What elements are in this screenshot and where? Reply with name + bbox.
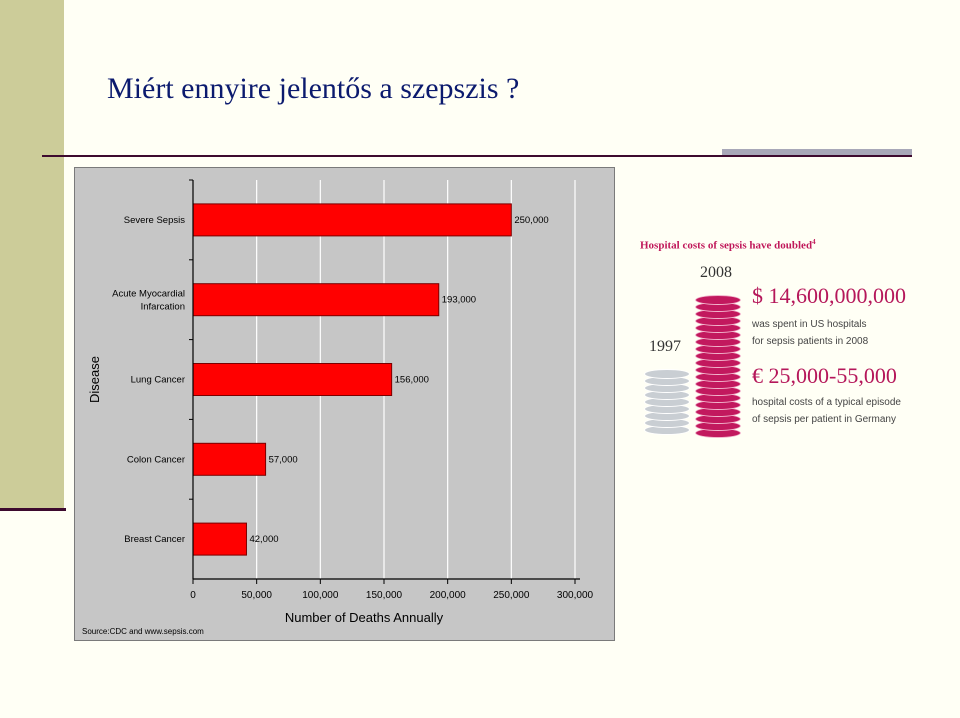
bar-chart-svg: 0 50,000 100,000 150,000 200,000 250,000 300,0… <box>82 179 605 636</box>
bar <box>192 363 393 396</box>
title-rule-accent <box>722 149 912 156</box>
x-tick-label: 150,000 <box>366 590 403 601</box>
y-axis-title: Disease <box>87 356 102 403</box>
hospital-costs-infographic: Hospital costs of sepsis have doubled4 1… <box>634 232 934 442</box>
coin-stack-1997-icon <box>644 367 690 437</box>
data-label: 42,000 <box>249 534 278 545</box>
infographic-title: Hospital costs of sepsis have doubled4 <box>640 238 816 252</box>
de-cost-text-2: of sepsis per patient in Germany <box>752 414 896 425</box>
x-tick-label: 50,000 <box>241 590 272 601</box>
infographic-title-ref: 4 <box>812 238 816 246</box>
de-cost-amount: € 25,000-55,000 <box>752 363 897 388</box>
chart-axes <box>189 179 580 584</box>
bar <box>192 522 247 556</box>
bar-chart: 0 50,000 100,000 150,000 200,000 250,000 300,0… <box>74 167 615 641</box>
us-cost-text-1: was spent in US hospitals <box>752 319 867 330</box>
x-tick-label: 300,000 <box>557 590 594 601</box>
us-cost-text-2: for sepsis patients in 2008 <box>752 336 869 347</box>
category-label: Colon Cancer <box>127 454 185 465</box>
left-decorative-band <box>0 0 64 510</box>
bar <box>192 442 267 476</box>
year-1997-label: 1997 <box>649 338 681 355</box>
data-label: 193,000 <box>442 295 476 306</box>
x-tick-label: 100,000 <box>302 590 339 601</box>
data-label: 57,000 <box>269 454 298 465</box>
data-label: 156,000 <box>395 375 429 386</box>
x-tick-label: 200,000 <box>430 590 467 601</box>
category-label: Lung Cancer <box>131 375 185 386</box>
coin-icon <box>644 369 690 379</box>
year-2008-label: 2008 <box>700 264 732 281</box>
infographic-title-text: Hospital costs of sepsis have doubled <box>640 239 813 252</box>
category-label: Severe Sepsis <box>124 215 186 226</box>
x-axis-title: Number of Deaths Annually <box>285 610 444 625</box>
de-cost-text-1: hospital costs of a typical episode <box>752 397 901 408</box>
coin-icon <box>695 295 741 305</box>
x-tick-label: 0 <box>190 590 196 601</box>
bar <box>192 283 440 317</box>
us-cost-amount: $ 14,600,000,000 <box>752 283 906 308</box>
title-rule <box>42 155 912 157</box>
coin-stack-2008-icon <box>695 290 741 440</box>
chart-labels: 0 50,000 100,000 150,000 200,000 250,000 300,0… <box>82 215 594 636</box>
category-label: Breast Cancer <box>124 534 185 545</box>
chart-source-note: Source:CDC and www.sepsis.com <box>82 627 204 636</box>
bar <box>192 203 512 237</box>
left-band-rule <box>0 508 66 511</box>
category-label: Acute Myocardial Infarcation <box>112 289 185 313</box>
slide-title: Miért ennyire jelentős a szepszis ? <box>107 72 520 105</box>
x-tick-label: 250,000 <box>493 590 530 601</box>
data-label: 250,000 <box>514 215 548 226</box>
